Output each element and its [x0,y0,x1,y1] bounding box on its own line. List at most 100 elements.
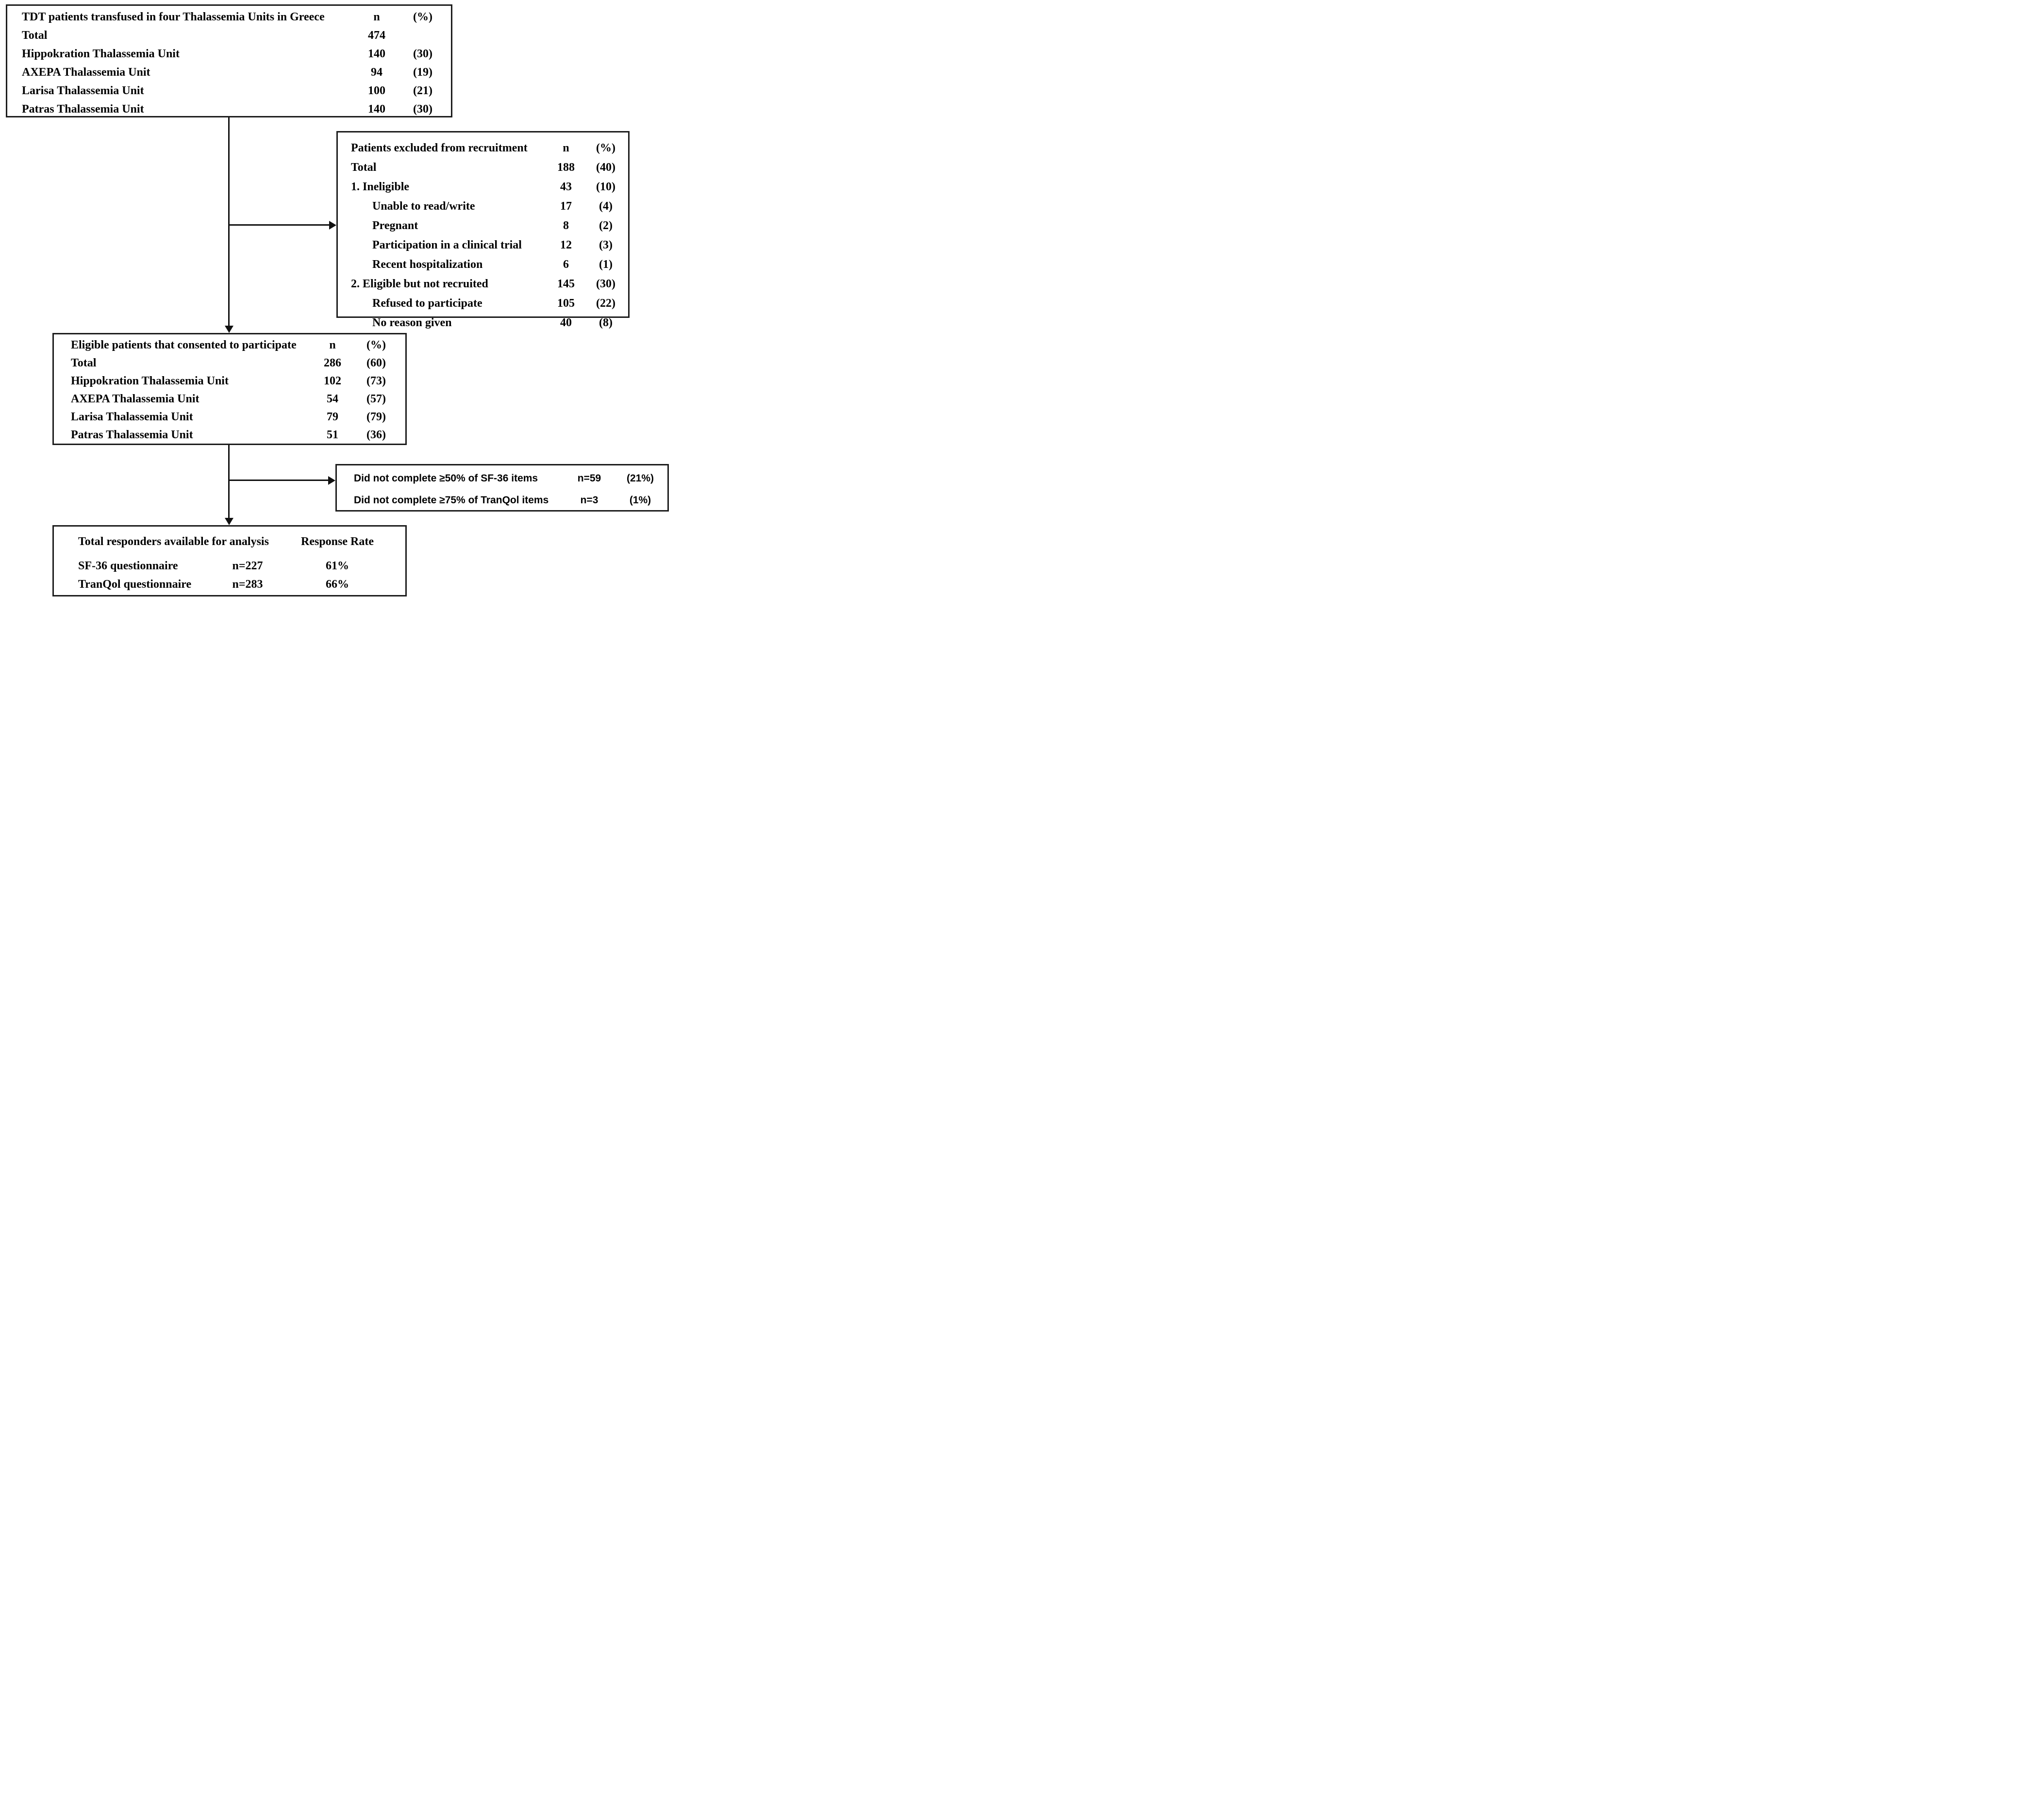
box-total-responders: Total responders available for analysis … [52,525,407,596]
source-pct-header: (%) [413,10,432,23]
table-row: Unable to read/write 17 (4) [338,197,628,216]
table-row: Total 286 (60) [54,354,405,372]
row-label: Did not complete ≥50% of SF-36 items [354,473,538,484]
row-label: Refused to participate [372,297,482,310]
connector-vertical-bottom [228,445,230,519]
box-consented-patients: Eligible patients that consented to part… [52,333,407,445]
row-n: 140 [368,47,385,60]
row-label: AXEPA Thalassemia Unit [22,66,150,79]
table-row: Participation in a clinical trial 12 (3) [338,235,628,255]
row-pct: (2) [599,219,613,232]
source-box-title: TDT patients transfused in four Thalasse… [22,10,325,23]
row-label: TranQol questionnaire [78,578,192,591]
row-n: 94 [371,66,382,79]
arrow-right-icon [329,221,336,230]
row-n: n=283 [232,578,263,591]
row-n: 145 [557,277,575,290]
responders-header-row: Total responders available for analysis … [54,532,405,551]
row-pct: (8) [599,316,613,329]
row-label: Patras Thalassemia Unit [71,429,193,441]
excluded-n-header: n [563,141,569,154]
row-n: 40 [560,316,572,329]
row-label: AXEPA Thalassemia Unit [71,393,199,405]
table-row: Larisa Thalassemia Unit 79 (79) [54,408,405,426]
row-pct: (3) [599,238,613,251]
arrow-down-icon [225,518,233,525]
table-row: Recent hospitalization 6 (1) [338,255,628,274]
box-source-patients: TDT patients transfused in four Thalasse… [6,4,452,117]
excluded-pct-header: (%) [596,141,615,154]
row-label: Total [22,29,48,42]
consented-box-title: Eligible patients that consented to part… [71,339,297,351]
excluded-box-title: Patients excluded from recruitment [351,141,528,154]
table-row: AXEPA Thalassemia Unit 54 (57) [54,390,405,408]
consented-header-row: Eligible patients that consented to part… [54,336,405,354]
row-label: Participation in a clinical trial [372,238,522,251]
row-n: 12 [560,238,572,251]
row-label: Did not complete ≥75% of TranQol items [354,495,549,506]
row-n: 17 [560,199,572,213]
table-row: Did not complete ≥75% of TranQol items n… [337,491,667,510]
consented-pct-header: (%) [366,339,386,351]
table-row: 2. Eligible but not recruited 145 (30) [338,274,628,294]
row-n: 51 [327,429,338,441]
connector-vertical-top [228,117,230,328]
row-n: 474 [368,29,385,42]
row-pct: (79) [366,411,386,423]
row-pct: (4) [599,199,613,213]
row-n: 286 [324,357,341,369]
row-pct: (36) [366,429,386,441]
row-label: No reason given [372,316,452,329]
row-label: Recent hospitalization [372,258,483,271]
table-row: Larisa Thalassemia Unit 100 (21) [7,82,451,100]
table-row: 1. Ineligible 43 (10) [338,177,628,197]
row-label: Hippokration Thalassemia Unit [71,375,229,387]
row-pct: (60) [366,357,386,369]
row-label: Patras Thalassemia Unit [22,102,144,116]
connector-branch-incomplete [228,480,330,481]
row-n: 100 [368,84,385,97]
patient-flow-diagram: TDT patients transfused in four Thalasse… [0,0,681,601]
source-n-header: n [373,10,380,23]
row-label: SF-36 questionnaire [78,559,178,572]
table-row: No reason given 40 (8) [338,313,628,332]
row-pct: (1%) [629,495,651,506]
row-rate: 66% [326,578,349,591]
table-row: Hippokration Thalassemia Unit 102 (73) [54,372,405,390]
row-pct: (30) [413,102,432,116]
table-row: TranQol questionnaire n=283 66% [54,575,405,594]
table-row: Total 474 [7,26,451,45]
row-n: 102 [324,375,341,387]
row-pct: (22) [596,297,615,310]
arrow-down-icon [225,326,233,333]
row-n: 105 [557,297,575,310]
row-n: 188 [557,161,575,174]
box-incomplete-questionnaires: Did not complete ≥50% of SF-36 items n=5… [335,464,669,512]
connector-branch-excluded [228,224,331,226]
box-excluded-patients: Patients excluded from recruitment n (%)… [336,131,630,329]
row-n: n=227 [232,559,263,572]
row-n: 6 [563,258,569,271]
table-row: Hippokration Thalassemia Unit 140 (30) [7,45,451,63]
row-n: 43 [560,180,572,193]
row-label: Total [351,161,377,174]
row-label: Pregnant [372,219,418,232]
row-label: Larisa Thalassemia Unit [71,411,193,423]
row-pct: (73) [366,375,386,387]
row-pct: (40) [596,161,615,174]
excluded-header-row: Patients excluded from recruitment n (%) [338,138,628,158]
table-row: Patras Thalassemia Unit 51 (36) [54,426,405,444]
row-n: 8 [563,219,569,232]
row-pct: (19) [413,66,432,79]
table-row: Refused to participate 105 (22) [338,294,628,313]
responders-box-title: Total responders available for analysis [78,535,269,548]
source-header-row: TDT patients transfused in four Thalasse… [7,8,451,26]
row-pct: (1) [599,258,613,271]
row-n: n=3 [580,495,598,506]
table-row: Pregnant 8 (2) [338,216,628,235]
row-label: Larisa Thalassemia Unit [22,84,144,97]
table-row: SF-36 questionnaire n=227 61% [54,557,405,575]
row-n: n=59 [577,473,601,484]
row-label: 1. Ineligible [351,180,410,193]
arrow-right-icon [328,476,335,485]
